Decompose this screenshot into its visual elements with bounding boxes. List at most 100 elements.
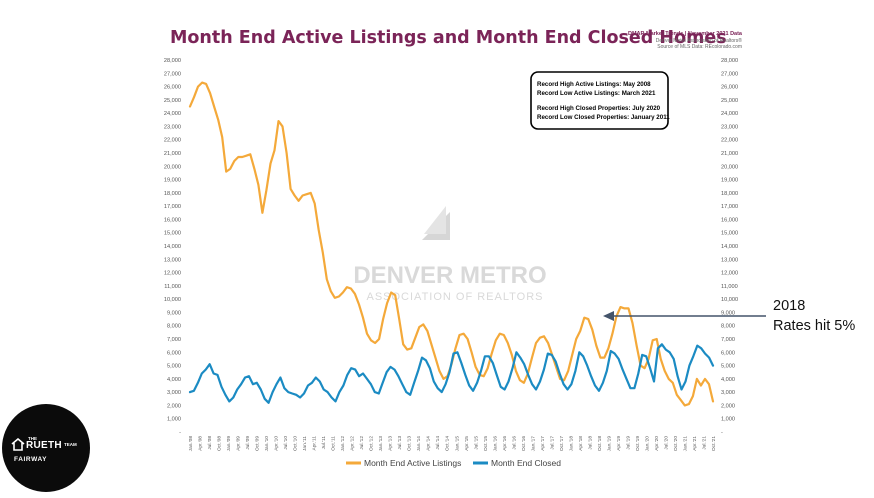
- x-tick-label: Jul.'16: [511, 436, 517, 450]
- y-tick-label-left: 9,000: [167, 310, 181, 316]
- logo-the: THE: [28, 436, 37, 441]
- house-icon: [11, 438, 25, 451]
- source-line-2: Denver Metro Association of Realtors®: [655, 37, 742, 44]
- record-high-active: Record High Active Listings: May 2008: [537, 81, 651, 88]
- x-tick-label: Jul.'21: [701, 436, 707, 450]
- y-tick-label-left: 5,000: [167, 364, 181, 370]
- x-tick-label: Apr.'21: [692, 436, 698, 451]
- y-tick-label-left: 20,000: [164, 164, 181, 170]
- source-line-3: Source of MLS Data: REcolorado.com: [657, 44, 742, 50]
- y-tick-label-left: 21,000: [164, 151, 181, 157]
- x-tick-label: Jan.'10: [264, 436, 270, 452]
- x-tick-label: Oct.'08: [217, 436, 223, 451]
- y-tick-label-left: 22,000: [164, 138, 181, 144]
- y-tick-label-left: 4,000: [167, 377, 181, 383]
- y-tick-label-right: 14,000: [721, 244, 738, 250]
- x-tick-label: Apr.'08: [198, 436, 204, 451]
- x-tick-label: Apr.'10: [274, 436, 280, 451]
- x-tick-label: Jan.'20: [644, 436, 650, 452]
- record-low-closed: Record Low Closed Properties: January 20…: [537, 114, 670, 121]
- source-block: DMAR Market Trends | November 2021 Data …: [628, 31, 742, 51]
- series-line-active-listings: [188, 81, 715, 407]
- x-tick-label: Jul.'09: [245, 436, 251, 450]
- y-tick-label-left: 12,000: [164, 271, 181, 277]
- x-tick-label: Apr.'09: [236, 436, 242, 451]
- x-tick-label: Jan.'16: [492, 436, 498, 452]
- y-tick-label-right: 18,000: [721, 191, 738, 197]
- x-tick-label: Jul.'19: [625, 436, 631, 450]
- y-tick-label-left: 26,000: [164, 85, 181, 91]
- x-tick-label: Apr.'12: [350, 436, 356, 451]
- y-tick-label-right: 15,000: [721, 231, 738, 237]
- x-tick-label: Oct.'16: [521, 436, 527, 451]
- y-tick-label-left: 15,000: [164, 231, 181, 237]
- legend-label-active: Month End Active Listings: [364, 458, 461, 468]
- x-tick-label: Apr.'13: [388, 436, 394, 451]
- y-tick-label-right: 3,000: [721, 390, 735, 396]
- y-tick-label-right: 19,000: [721, 178, 738, 184]
- annotation-text: Rates hit 5%: [773, 318, 856, 334]
- y-tick-label-left: -: [179, 430, 181, 436]
- legend: Month End Active Listings Month End Clos…: [346, 458, 561, 468]
- y-tick-label-right: 12,000: [721, 271, 738, 277]
- x-tick-label: Jan.'19: [606, 436, 612, 452]
- x-tick-label: Jul.'08: [207, 436, 213, 450]
- records-box: Record High Active Listings: May 2008 Re…: [530, 71, 670, 130]
- y-tick-label-right: 16,000: [721, 217, 738, 223]
- y-tick-label-left: 14,000: [164, 244, 181, 250]
- series-line-closed: [188, 343, 715, 404]
- x-tick-label: Oct.'17: [559, 436, 565, 451]
- record-high-closed: Record High Closed Properties: July 2020: [537, 105, 661, 112]
- y-tick-label-left: 25,000: [164, 98, 181, 104]
- y-tick-label-right: 24,000: [721, 111, 738, 117]
- y-tick-label-left: 3,000: [167, 390, 181, 396]
- y-tick-label-left: 2,000: [167, 403, 181, 409]
- x-tick-label: Jul.'20: [663, 436, 669, 450]
- x-tick-label: Jul.'14: [435, 436, 441, 450]
- y-tick-label-right: 25,000: [721, 98, 738, 104]
- x-tick-label: Apr.'14: [426, 436, 432, 451]
- source-line-1: DMAR Market Trends | November 2021 Data: [627, 31, 742, 37]
- x-tick-label: Jul.'10: [283, 436, 289, 450]
- x-tick-label: Apr.'17: [540, 436, 546, 451]
- x-tick-label: Oct.'18: [597, 436, 603, 451]
- chart-title: Month End Active Listings and Month End …: [170, 28, 727, 48]
- y-tick-label-right: 9,000: [721, 310, 735, 316]
- annotation-arrow: [603, 311, 766, 321]
- y-tick-label-right: 10,000: [721, 297, 738, 303]
- x-tick-label: Apr.'11: [312, 436, 318, 451]
- y-tick-label-left: 13,000: [164, 257, 181, 263]
- watermark-line-2: ASSOCIATION OF REALTORS: [366, 291, 543, 303]
- y-tick-label-left: 10,000: [164, 297, 181, 303]
- x-tick-label: Apr.'18: [578, 436, 584, 451]
- x-tick-label: Jan.'12: [340, 436, 346, 452]
- y-tick-label-right: 28,000: [721, 58, 738, 64]
- annotation-year: 2018: [773, 298, 806, 314]
- y-tick-label-right: 21,000: [721, 151, 738, 157]
- x-tick-label: Jul.'17: [549, 436, 555, 450]
- logo-fairway: FAIRWAY: [14, 456, 48, 463]
- x-tick-label: Oct.'14: [445, 436, 451, 451]
- x-tick-label: Jan.'08: [188, 436, 194, 452]
- y-tick-label-left: 19,000: [164, 178, 181, 184]
- x-tick-label: Jul.'13: [397, 436, 403, 450]
- x-tick-label: Oct.'19: [635, 436, 641, 451]
- y-tick-label-left: 1,000: [167, 417, 181, 423]
- y-tick-label-left: 8,000: [167, 324, 181, 330]
- y-tick-label-right: -: [721, 430, 723, 436]
- x-tick-label: Apr.'19: [616, 436, 622, 451]
- y-tick-label-left: 27,000: [164, 71, 181, 77]
- y-tick-label-right: 8,000: [721, 324, 735, 330]
- x-tick-label: Oct.'11: [331, 436, 337, 451]
- y-tick-label-right: 22,000: [721, 138, 738, 144]
- x-tick-label: Jul.'15: [473, 436, 479, 450]
- y-tick-label-left: 6,000: [167, 350, 181, 356]
- y-tick-label-right: 26,000: [721, 85, 738, 91]
- x-tick-label: Oct.'13: [407, 436, 413, 451]
- y-tick-label-left: 17,000: [164, 204, 181, 210]
- annotation-note: 2018 Rates hit 5%: [773, 296, 855, 336]
- x-tick-label: Oct.'20: [673, 436, 679, 451]
- logo-name: RUETH: [26, 440, 62, 451]
- legend-label-closed: Month End Closed: [491, 458, 561, 468]
